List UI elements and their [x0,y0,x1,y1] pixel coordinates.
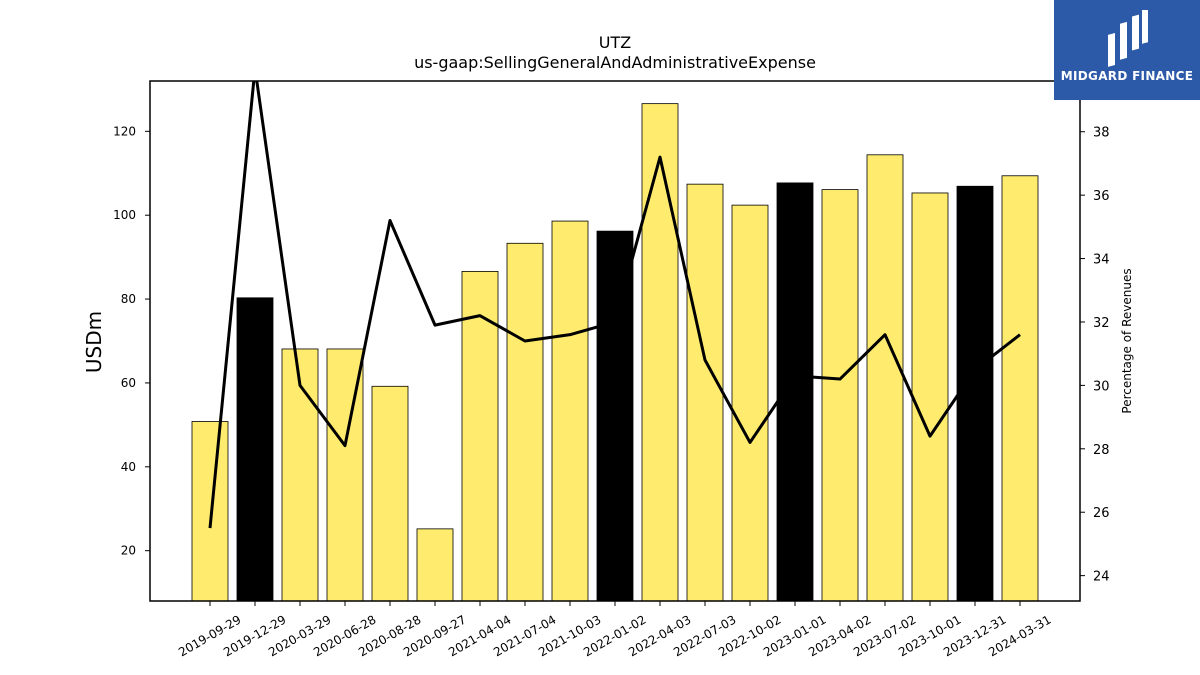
bar [596,230,634,602]
bar [1001,175,1039,602]
bar [461,270,499,602]
y-tick-label: 120 [113,124,136,138]
bar [641,103,679,602]
bar [416,528,454,602]
bar [686,183,724,602]
bar [911,192,949,602]
chart-title: UTZ [599,33,631,52]
bar [236,297,274,602]
y2-tick-label: 30 [1093,379,1110,394]
bar [821,189,859,602]
y-tick-label: 60 [121,376,136,390]
y2-tick-label: 24 [1093,570,1110,585]
y2-tick-label: 36 [1093,189,1110,204]
midgard-logo-icon [1108,10,1148,67]
brand-name: MIDGARD FINANCE [1060,69,1194,83]
brand-logo: MIDGARD FINANCE [1054,0,1200,100]
bar [551,220,589,602]
bar [371,385,409,602]
bar [866,154,904,602]
bar [281,348,319,602]
line-series [208,81,1021,529]
y-tick-label: 100 [113,208,136,222]
x-axis: 2019-09-292019-12-292020-03-292020-06-28… [176,601,1054,659]
y-axis-right: 24 26 28 30 32 34 36 38 [1080,126,1110,585]
y-axis-label: USDm [82,311,106,373]
chart-subtitle: us-gaap:SellingGeneralAndAdministrativeE… [414,53,816,72]
bar [956,185,994,602]
bar [506,242,544,602]
y2-axis-label: Percentage of Revenues [1120,268,1134,413]
bar [191,421,229,602]
y-tick-label: 40 [121,460,136,474]
y2-tick-label: 28 [1093,443,1110,458]
y2-tick-label: 34 [1093,253,1110,268]
y2-tick-label: 38 [1093,126,1110,141]
y2-tick-label: 26 [1093,506,1110,521]
y-tick-label: 80 [121,292,136,306]
line-group [208,81,1021,529]
y2-tick-label: 32 [1093,316,1110,331]
y-tick-label: 20 [121,544,136,558]
y-axis-left: 20 40 60 80 100 120 [113,124,150,558]
bar [731,204,769,602]
bars-group [191,103,1039,602]
